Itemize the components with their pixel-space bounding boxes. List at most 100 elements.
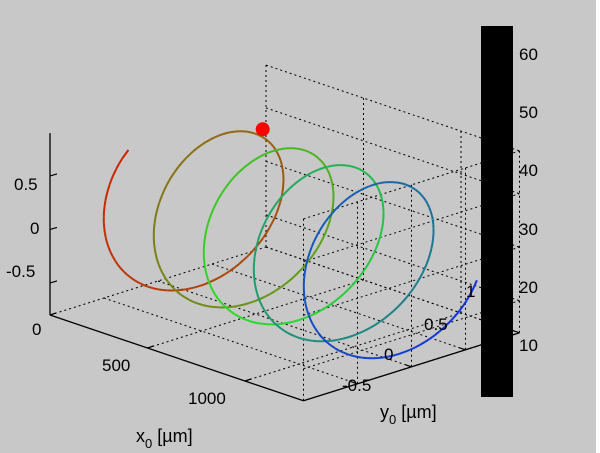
helix-segment bbox=[293, 271, 299, 278]
helix-segment bbox=[284, 187, 291, 194]
helix-segment bbox=[313, 236, 318, 243]
helix-segment bbox=[253, 278, 256, 284]
helix-segment bbox=[364, 185, 370, 190]
helix-segment bbox=[153, 217, 157, 224]
helix-segment bbox=[338, 337, 344, 341]
helix-segment bbox=[154, 211, 158, 218]
helix-segment bbox=[224, 270, 231, 276]
helix-segment bbox=[376, 186, 381, 192]
helix-segment bbox=[428, 207, 432, 212]
helix-segment bbox=[209, 136, 215, 141]
helix-segment bbox=[332, 338, 339, 342]
helix-segment bbox=[205, 223, 209, 230]
helix-segment bbox=[320, 160, 325, 165]
helix-segment bbox=[377, 236, 382, 242]
helix-segment bbox=[215, 197, 220, 204]
helix-segment bbox=[272, 146, 277, 151]
helix-segment bbox=[319, 307, 326, 312]
helix-segment bbox=[234, 263, 240, 269]
helix-segment bbox=[459, 304, 465, 311]
helix-segment bbox=[438, 326, 445, 333]
helix-segment bbox=[271, 217, 276, 224]
helix-segment bbox=[301, 148, 306, 152]
helix-segment bbox=[323, 338, 329, 344]
helix-segment bbox=[252, 321, 258, 325]
helix-segment bbox=[280, 164, 284, 170]
helix-segment bbox=[315, 231, 320, 238]
helix-segment bbox=[280, 327, 286, 333]
helix-segment bbox=[297, 336, 303, 340]
helix-segment bbox=[268, 222, 274, 229]
helix-segment bbox=[188, 298, 194, 303]
helix-segment bbox=[203, 239, 206, 246]
helix-segment bbox=[106, 242, 110, 248]
z-tick-mark bbox=[49, 173, 58, 177]
helix-segment bbox=[379, 230, 383, 237]
helix-segment bbox=[269, 318, 275, 324]
helix-segment bbox=[465, 294, 471, 301]
helix-segment bbox=[359, 329, 366, 334]
helix-segment bbox=[246, 161, 253, 166]
helix-segment bbox=[381, 181, 386, 184]
z-tick-mark bbox=[49, 226, 58, 230]
colorbar-tick-label: 40 bbox=[519, 161, 538, 180]
helix-segment bbox=[104, 237, 108, 243]
helix-segment bbox=[355, 166, 360, 170]
helix-segment bbox=[427, 252, 432, 259]
helix-segment bbox=[384, 313, 391, 320]
helix-segment bbox=[348, 334, 355, 338]
helix-segment bbox=[307, 339, 313, 342]
helix-segment bbox=[334, 296, 341, 303]
helix-segment bbox=[319, 335, 325, 341]
helix-segment bbox=[305, 257, 310, 264]
helix-segment bbox=[277, 148, 282, 151]
helix-segment bbox=[318, 167, 324, 171]
helix-segment bbox=[247, 130, 252, 134]
helix-segment bbox=[305, 149, 310, 153]
helix-segment bbox=[213, 202, 218, 209]
helix-segment bbox=[157, 288, 163, 291]
helix-segment bbox=[174, 166, 180, 172]
helix-segment bbox=[380, 226, 384, 232]
helix-segment bbox=[431, 238, 435, 244]
helix-segment bbox=[288, 184, 294, 190]
helix-segment bbox=[109, 251, 114, 257]
helix-segment bbox=[173, 287, 178, 293]
helix-segment bbox=[429, 247, 433, 254]
helix-segment bbox=[327, 212, 333, 219]
helix-segment bbox=[364, 171, 369, 176]
helix-segment bbox=[200, 141, 207, 146]
helix-segment bbox=[347, 284, 354, 291]
helix-segment bbox=[238, 303, 244, 307]
helix-segment bbox=[219, 301, 225, 307]
x-tick-mark bbox=[147, 345, 154, 349]
helix-segment bbox=[196, 144, 203, 149]
helix-segment bbox=[424, 200, 429, 205]
helix-segment bbox=[254, 132, 260, 137]
helix-segment bbox=[263, 151, 269, 156]
helix-segment bbox=[266, 314, 272, 320]
helix-segment bbox=[265, 214, 270, 221]
helix-segment bbox=[367, 174, 372, 179]
helix-segment bbox=[317, 157, 322, 162]
helix-segment bbox=[327, 219, 332, 225]
helix-segment bbox=[422, 196, 427, 202]
helix-segment bbox=[210, 207, 215, 214]
helix-segment bbox=[309, 253, 315, 260]
helix-segment bbox=[412, 282, 418, 289]
helix-segment bbox=[331, 185, 335, 191]
helix-segment bbox=[121, 153, 126, 160]
helix-segment bbox=[397, 301, 404, 308]
helix-segment bbox=[365, 261, 371, 268]
helix-segment bbox=[243, 254, 249, 261]
colorbar-ticks bbox=[481, 54, 513, 346]
colorbar-tick-label: 60 bbox=[519, 45, 538, 64]
helix-segment bbox=[261, 135, 266, 140]
helix-segment bbox=[267, 140, 272, 145]
helix-segment bbox=[278, 156, 282, 161]
helix-segment bbox=[203, 234, 207, 241]
helix-segment bbox=[112, 168, 118, 175]
helix-segment bbox=[156, 259, 160, 265]
helix-segment bbox=[214, 276, 221, 281]
helix-segment bbox=[313, 168, 320, 173]
